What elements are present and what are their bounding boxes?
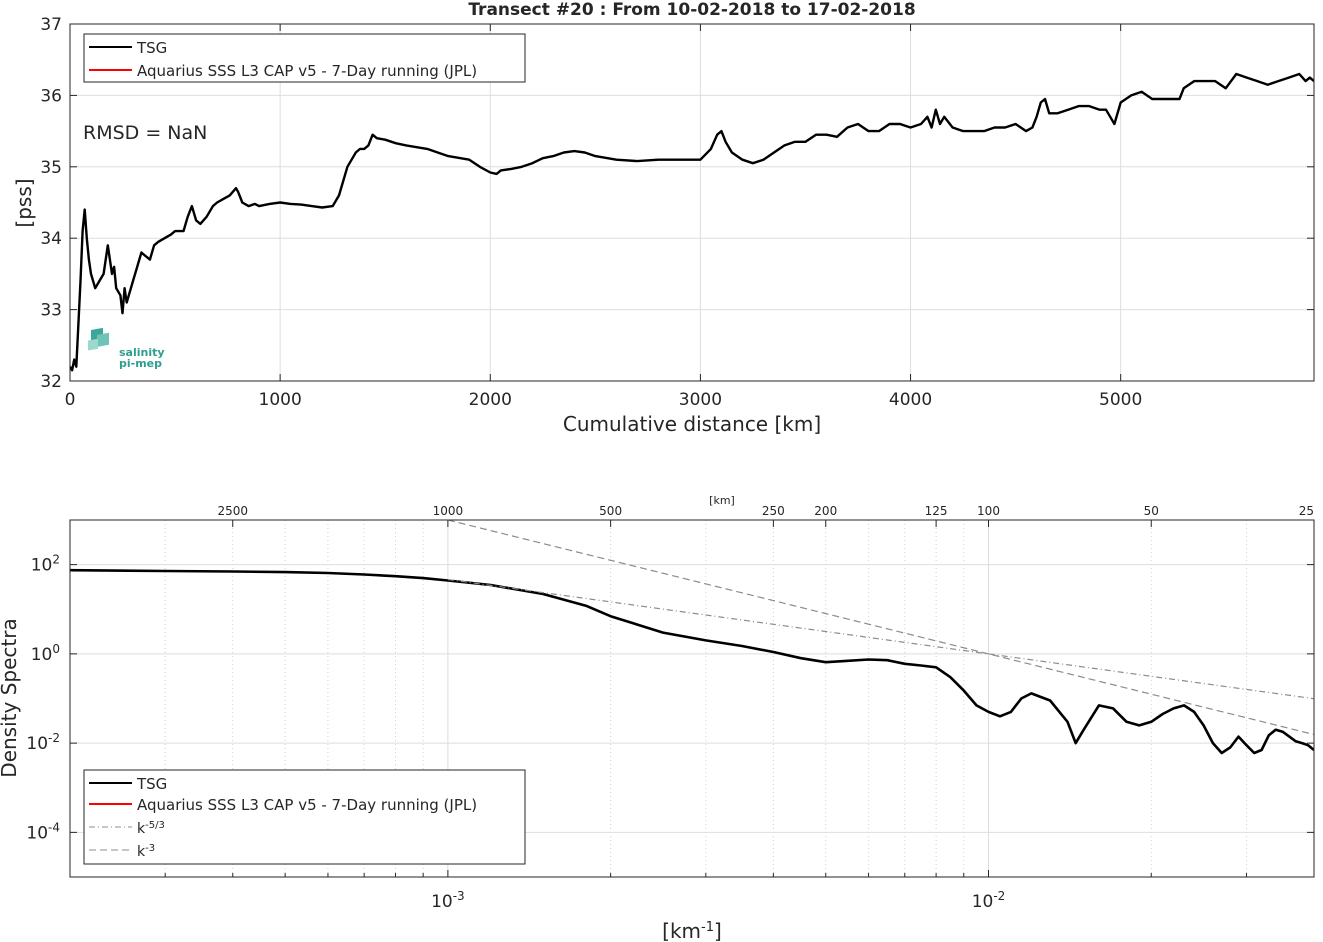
- top-x-tick-label: 0: [65, 390, 76, 410]
- top-series-line-0: [70, 72, 1314, 372]
- bottom-series-line-0: [70, 568, 1314, 755]
- top-x-tick-label: 3000: [679, 390, 722, 410]
- bottom-ticks: 10-3 10-2 10-4 10-2 100 102 2500 1000 500 250 200 1…: [26, 504, 1315, 912]
- bottom-x-tick-label: 10-3: [431, 889, 465, 912]
- logo-text-line-1: salinity: [119, 346, 165, 359]
- bottom-series-line-3: [447, 520, 1314, 736]
- top-ticks: 0 1000 2000 3000 4000 5000 32 33 34 35 36 37: [40, 15, 1314, 410]
- top-grid: [70, 24, 1314, 381]
- top-y-tick-label: 33: [40, 301, 62, 321]
- top-x-tick-label: 1000: [259, 390, 302, 410]
- bottom-top-axis-tick-label: 250: [762, 504, 785, 518]
- bottom-top-axis-tick-label: 25: [1299, 504, 1314, 518]
- bottom-chart: [km] 10-3 10-2 10-4 10-2 100 102 2500 1000 500 25…: [0, 494, 1315, 942]
- bottom-series-line-2: [447, 578, 1314, 700]
- top-x-tick-label: 4000: [889, 390, 932, 410]
- top-legend-label-tsg: TSG: [136, 39, 167, 57]
- top-chart: Transect #20 : From 10-02-2018 to 17-02-…: [12, 0, 1315, 436]
- top-x-tick-label: 5000: [1099, 390, 1142, 410]
- logo-text-line-2: pi-mep: [119, 357, 162, 370]
- bottom-y-tick-label: 10-2: [26, 731, 60, 754]
- bottom-y-tick-label: 10-4: [26, 820, 60, 843]
- bottom-legend: TSG Aquarius SSS L3 CAP v5 - 7-Day runni…: [83, 769, 526, 865]
- top-series: [70, 72, 1314, 372]
- bottom-y-tick-label: 102: [31, 553, 60, 576]
- top-legend-label-aquarius: Aquarius SSS L3 CAP v5 - 7-Day running (…: [137, 62, 477, 80]
- top-x-axis-label: Cumulative distance [km]: [563, 412, 821, 436]
- salinity-pi-mep-logo: salinity pi-mep: [88, 327, 165, 370]
- bottom-top-axis-tick-label: 100: [977, 504, 1000, 518]
- bottom-top-axis-tick-label: 1000: [433, 504, 464, 518]
- top-y-tick-label: 36: [40, 86, 62, 106]
- top-y-tick-label: 32: [40, 372, 62, 392]
- top-plot-frame: [69, 23, 1315, 382]
- bottom-top-axis-tick-label: 50: [1144, 504, 1159, 518]
- top-chart-title: Transect #20 : From 10-02-2018 to 17-02-…: [468, 0, 915, 20]
- bottom-top-axis-tick-label: 125: [925, 504, 948, 518]
- top-y-axis-label: [pss]: [12, 178, 36, 227]
- bottom-top-axis-tick-label: 200: [814, 504, 837, 518]
- bottom-top-axis-label: [km]: [709, 494, 735, 507]
- bottom-legend-label-tsg: TSG: [136, 775, 167, 793]
- bottom-x-axis-label: [km-1]: [662, 919, 722, 942]
- bottom-x-tick-label: 10-2: [972, 889, 1006, 912]
- bottom-top-axis-tick-label: 2500: [217, 504, 248, 518]
- bottom-y-axis-label: Density Spectra: [0, 618, 21, 777]
- top-y-tick-label: 37: [40, 15, 62, 35]
- top-legend: TSG Aquarius SSS L3 CAP v5 - 7-Day runni…: [83, 33, 526, 83]
- top-y-tick-label: 35: [40, 158, 62, 178]
- top-x-tick-label: 2000: [469, 390, 512, 410]
- bottom-plot-frame: [69, 519, 1315, 878]
- bottom-y-tick-label: 100: [31, 642, 60, 665]
- top-y-tick-label: 34: [40, 229, 62, 249]
- rmsd-annotation: RMSD = NaN: [83, 122, 207, 144]
- bottom-top-axis-tick-label: 500: [599, 504, 622, 518]
- bottom-legend-label-aquarius: Aquarius SSS L3 CAP v5 - 7-Day running (…: [137, 796, 477, 814]
- bottom-series: [70, 520, 1314, 755]
